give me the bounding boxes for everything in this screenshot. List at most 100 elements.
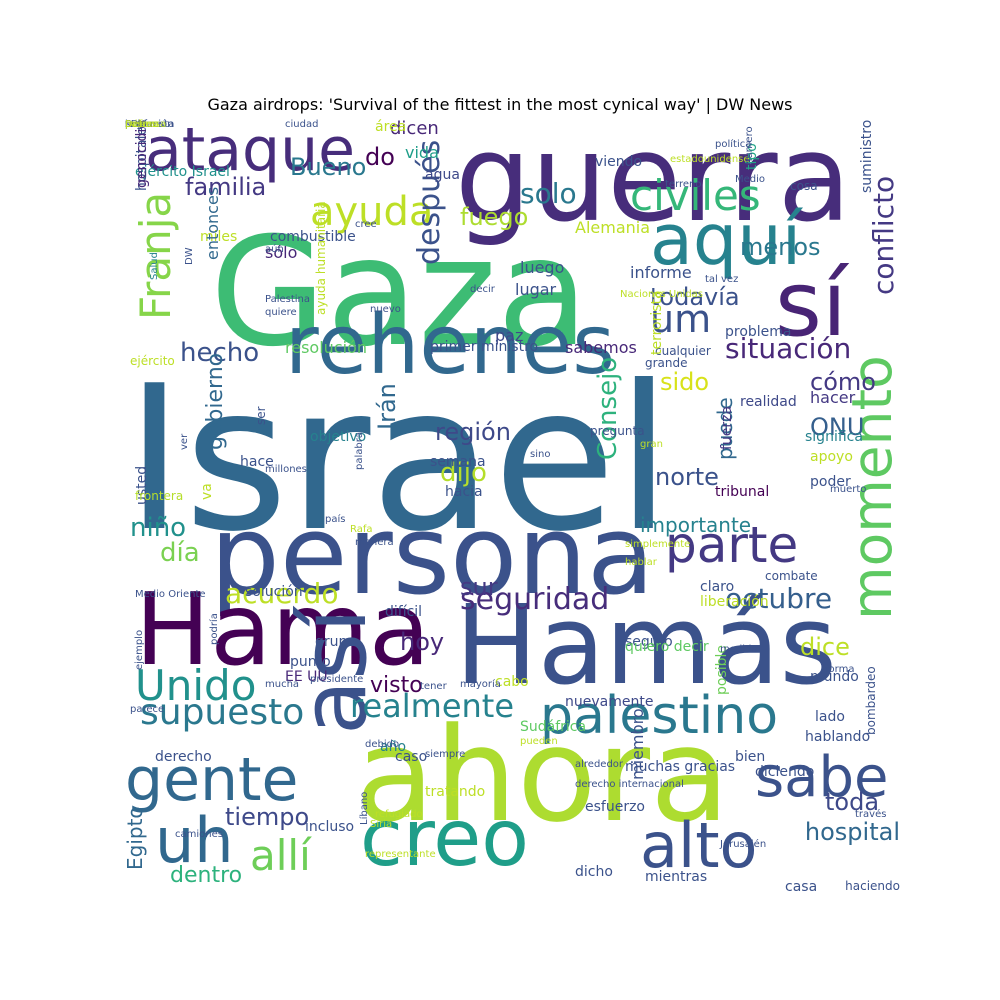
word-derecho: derecho (155, 749, 212, 765)
word-traves: través (855, 809, 887, 820)
word-tan: tan (125, 119, 142, 130)
word-refugiado: refugiado (375, 809, 423, 820)
word-tal-vez: tal vez (705, 274, 739, 285)
word-entonces: entonces (203, 186, 222, 260)
word-como: cómo (810, 368, 876, 396)
word-respuesta: respuesta (125, 119, 175, 130)
word-nuevo: nuevo (370, 304, 401, 315)
word-ser: ser (254, 406, 268, 425)
word-significa: significa (805, 429, 863, 445)
word-paises: países (125, 119, 157, 130)
word-dicho: dicho (575, 864, 613, 880)
word-unido: Unido (135, 661, 257, 710)
word-rehenes: rehenes (285, 298, 615, 393)
word-toda: toda (825, 788, 880, 816)
word-tiempo: tiempo (225, 803, 310, 831)
word-nino: niño (130, 513, 187, 543)
word-si: sí (775, 252, 847, 357)
word-salud: Salud (149, 252, 160, 280)
word-punto: punto (290, 654, 331, 670)
word-bajo: bajo (125, 119, 147, 130)
word-seguridad: seguridad (460, 582, 610, 617)
word-alrededor: alrededor (575, 759, 624, 770)
word-rafa: Rafa (350, 524, 373, 535)
word-mismo: mismo (125, 119, 159, 130)
word-derecho-internacional: derecho internacional (575, 779, 684, 790)
word-parte: parte (665, 516, 799, 574)
word-gran: gran (640, 439, 663, 450)
word-medio-oriente: Medio Oriente (135, 589, 206, 600)
word-medio: Medio (735, 174, 766, 185)
word-medida: medida (720, 644, 758, 655)
word-dice: dice (800, 633, 850, 661)
word-hablando: hablando (805, 729, 871, 745)
word-sino: sino (530, 449, 551, 460)
word-vida: vida (405, 143, 439, 162)
word-esfuerzo: esfuerzo (585, 799, 645, 815)
word-area: área (375, 119, 407, 135)
word-seguro: seguro (625, 634, 673, 650)
word-decir: decir (470, 284, 495, 295)
word-lado: lado (815, 709, 845, 725)
word-siempre: siempre (425, 749, 466, 760)
word-persona: persona (210, 491, 655, 619)
word-hoy: hoy (400, 628, 445, 656)
word-frontera: frontera (135, 489, 184, 503)
word-dentro: dentro (170, 863, 243, 888)
word-pueden: pueden (520, 736, 558, 747)
word-situacion: situación (725, 332, 852, 365)
word-dia: día (160, 538, 200, 568)
word-problema: problema (725, 324, 792, 340)
word-ayuda-humanitaria: ayuda humanitaria (314, 201, 328, 315)
word-terreno: terreno (665, 179, 702, 190)
word-ver: ver (179, 433, 190, 450)
word-sur: sur (460, 573, 498, 601)
word-octubre: octubre (725, 582, 833, 615)
word-conflicto: conflicto (867, 175, 900, 295)
word-cosa: cosa (790, 179, 818, 193)
word-debido: debido (365, 739, 400, 750)
word-cloud: Israel Gaza guerra persona ahora Hamás Hama reh… (123, 118, 904, 895)
word-tener: tener (420, 681, 447, 692)
word-caso: caso (395, 749, 428, 765)
word-mucha: mucha (265, 679, 300, 690)
word-combate: combate (765, 569, 818, 583)
word-gaza: Gaza (210, 206, 589, 380)
word-informe: informe (630, 263, 692, 282)
word-jerusalen: Jerusalén (720, 839, 767, 850)
word-visto: visto (370, 673, 423, 698)
word-israel: Israel (125, 343, 672, 576)
word-liberacion: liberación (700, 594, 769, 610)
word-gente: gente (125, 745, 299, 815)
word-podria: podría (209, 613, 220, 645)
word-primer-ministro: primer ministro (430, 339, 539, 355)
word-hacia: hacia (445, 484, 483, 500)
word-parece: parece (130, 704, 165, 715)
word-numero: número (744, 126, 755, 165)
word-objetivo: objetivo (310, 429, 367, 445)
word-grande: grande (645, 356, 688, 370)
word-pais: país (325, 514, 346, 525)
word-presidente: presidente (310, 674, 364, 685)
word-quiero-decir: quiero decir (625, 639, 709, 655)
word-bueno: Bueno (290, 153, 367, 181)
word-alli: allí (250, 831, 311, 880)
word-ejercito: ejército (130, 354, 175, 368)
word-claro: claro (700, 579, 735, 595)
word-manera: manera (355, 537, 394, 548)
word-palestino: palestino (540, 686, 779, 746)
word-millones: millones (265, 464, 307, 475)
word-poder: poder (810, 474, 851, 490)
word-combustible: combustible (270, 229, 356, 245)
word-consejo: Consejo (593, 356, 623, 460)
word-camiones: camiones (175, 829, 223, 840)
word-hablar: hablar (625, 557, 657, 568)
word-palabra: palabra (354, 432, 365, 470)
word-hecho: hecho (180, 338, 260, 368)
word-suministro: suministro (859, 120, 875, 194)
word-va: va (199, 483, 215, 500)
word-dicen: dicen (390, 118, 439, 139)
word-cree: cree (355, 219, 377, 230)
word-mientras: mientras (645, 869, 708, 885)
word-egipto: Egipto (123, 806, 147, 870)
